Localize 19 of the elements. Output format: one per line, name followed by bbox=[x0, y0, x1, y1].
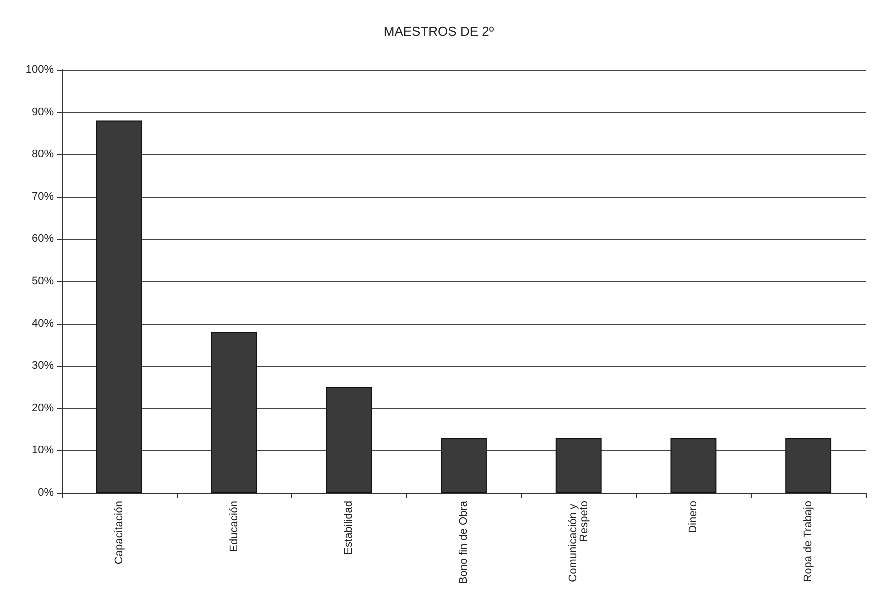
y-tick-label: 60% bbox=[32, 233, 54, 246]
x-tick-label: Estabilidad bbox=[343, 501, 356, 555]
y-tick-label: 40% bbox=[32, 318, 54, 330]
y-tick-label: 80% bbox=[32, 148, 54, 161]
x-tick-label: Bono fin de Obra bbox=[458, 500, 470, 584]
x-tick-label: Capacitación bbox=[113, 501, 126, 565]
x-tick-label: Educación bbox=[228, 501, 240, 552]
y-tick-label: 90% bbox=[32, 106, 54, 118]
y-tick-label: 100% bbox=[26, 64, 54, 76]
y-tick-label: 50% bbox=[32, 276, 54, 288]
y-tick-label: 70% bbox=[32, 190, 54, 203]
y-tick-label: 0% bbox=[38, 487, 54, 499]
y-tick-label: 30% bbox=[32, 360, 54, 372]
x-tick-label: Dinero bbox=[688, 501, 700, 534]
y-tick-label: 10% bbox=[32, 444, 54, 457]
y-tick-label: 20% bbox=[32, 402, 54, 414]
chart-title: MAESTROS DE 2º bbox=[384, 24, 494, 39]
x-tick-label: Ropa de Trabajo bbox=[802, 501, 815, 582]
x-tick-label: Comunicación y Respeto bbox=[567, 501, 590, 582]
